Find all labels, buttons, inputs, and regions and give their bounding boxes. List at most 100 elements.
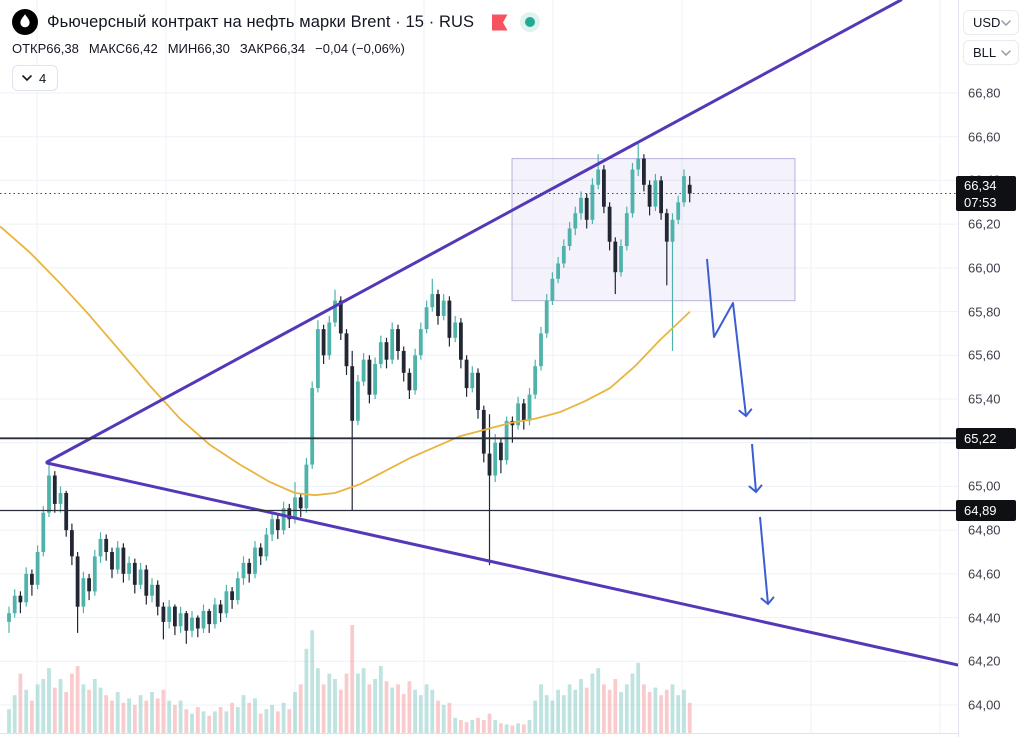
candle [316,329,320,389]
candle [573,213,578,229]
candle [356,381,360,421]
close-label: ЗАКР [239,41,273,56]
candle [281,508,286,531]
price-tick-label: 66,60 [968,129,1001,145]
candle [607,206,612,242]
candle [602,169,606,207]
candle [184,613,189,631]
down-arrows [706,258,775,606]
down-arrow[interactable] [748,443,763,494]
candle [459,322,463,360]
candle [70,530,74,557]
candle [533,366,538,395]
candle [670,219,675,242]
candle [664,213,669,242]
candle [424,307,429,330]
chevron-down-icon [22,75,32,81]
level-price-value: 64,89 [964,503,997,518]
candle [384,342,389,360]
candle [441,300,446,316]
candle [293,497,297,520]
candle [544,300,549,334]
candle [35,552,40,585]
candle [642,158,646,185]
candle [155,584,160,607]
candle [7,613,11,622]
candle [195,617,200,629]
candle [493,442,498,476]
candle [167,606,172,622]
candle [81,578,86,607]
market-status-dot-icon[interactable] [519,11,541,33]
candle [224,591,229,614]
candle [230,591,234,600]
symbol-title[interactable]: Фьючерсный контракт на нефть марки Brent… [47,12,475,31]
legend-collapse-button[interactable]: 4 [12,65,59,91]
trendline-upper[interactable] [45,0,903,464]
chart-legend: Фьючерсный контракт на нефть марки Brent… [12,8,541,91]
candle [373,364,377,395]
bars-count: 4 [39,70,47,86]
candle [270,519,274,535]
candle [596,169,601,185]
candle [75,556,80,607]
last-price-value: 66,34 [964,178,997,193]
price-tick-label: 66,80 [968,85,1001,101]
candle [132,562,137,585]
flag-bookmark-icon[interactable] [489,12,510,33]
candle [647,184,652,207]
candle [687,184,692,194]
down-arrow[interactable] [706,258,753,418]
grid-layer [0,0,958,733]
unit-dropdown[interactable]: BLL [963,40,1019,65]
price-axis[interactable]: USD BLL 66,34 07:53 65,22 64,89 66,80 66,… [956,0,1024,737]
low-label: МИН [167,41,198,56]
candle [207,611,212,625]
trendline-lower[interactable] [45,461,958,667]
candle [150,584,154,596]
candle [407,372,412,391]
price-tick-label: 64,60 [968,566,1001,582]
candle [218,604,223,614]
candle [333,300,337,323]
candle [121,547,126,574]
last-price-badge: 66,34 07:53 [956,176,1016,211]
candle [430,294,435,308]
candle [338,300,343,334]
ma-line[interactable] [0,225,691,497]
candle [682,176,686,203]
currency-label: USD [973,15,1001,30]
candle [401,350,406,373]
price-tick-label: 64,80 [968,522,1001,538]
price-tick-label: 64,00 [968,697,1001,713]
low-value: 66,30 [197,41,230,56]
candle [213,604,217,625]
chevron-down-icon [1001,49,1011,56]
candle [613,241,618,273]
chart-plot-area[interactable] [0,0,958,737]
down-arrow[interactable] [759,516,775,606]
candle [481,409,486,454]
candle [298,497,303,509]
candle [104,538,109,552]
candle [630,169,635,214]
candle [173,606,177,627]
candle [87,578,91,592]
candle [58,493,63,504]
high-label: МАКС [88,41,126,56]
candle [115,547,120,570]
candle [476,372,480,410]
price-chart[interactable] [0,0,958,737]
candle [516,403,520,426]
candle [12,595,17,614]
open-label: ОТКР [12,41,47,56]
candle [253,547,257,574]
candle [624,213,629,246]
candle [470,372,475,389]
candle [378,342,383,365]
price-tick-label: 65,40 [968,391,1001,407]
candle [413,355,417,391]
candle [275,519,280,531]
currency-dropdown[interactable]: USD [963,10,1019,35]
projection-zone-rectangle[interactable] [511,158,796,302]
